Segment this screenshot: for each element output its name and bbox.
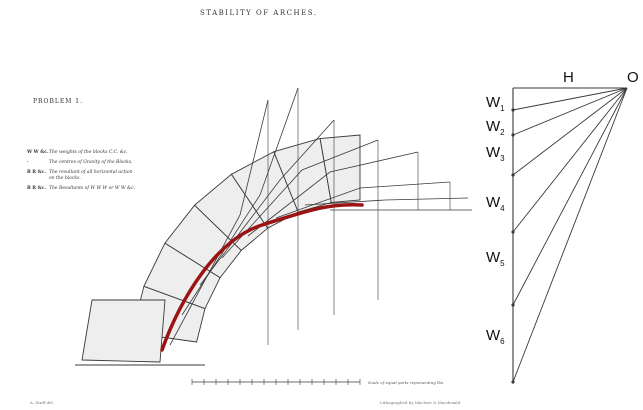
voussoir-blocks	[81, 134, 361, 363]
funicular-segment	[247, 151, 419, 237]
legend-text: The centres of Gravity of the Blocks.	[49, 160, 133, 165]
footer-credit-right: Lithographed by Maclure & Macdonald	[380, 400, 461, 405]
legend-text: The weights of the blocks C.C. &c.	[49, 150, 128, 155]
legend-key: ·	[27, 160, 29, 165]
weight-label: W4	[486, 194, 505, 213]
line-of-thrust	[160, 202, 364, 352]
weight-label: W5	[486, 249, 505, 268]
pole-label: O	[627, 69, 639, 86]
ray-line	[512, 87, 628, 383]
ray-line	[512, 87, 628, 176]
legend-key: R R &c.	[27, 170, 46, 175]
legend-row: R R &c. The Resultants of W W W or W W &…	[27, 186, 137, 192]
legend-row: · The centres of Gravity of the Blocks.	[27, 160, 137, 166]
legend: W W &c. The weights of the blocks C.C. &…	[27, 150, 137, 196]
ray-line	[512, 87, 628, 136]
load-point	[511, 380, 515, 384]
weight-label: W2	[486, 118, 505, 137]
legend-row: R R &c. The resultant of all horizontal …	[27, 170, 137, 182]
force-polygon: H O W1 W2 W3 W4 W5 W6	[486, 69, 639, 384]
weight-label: W6	[486, 327, 505, 346]
horizontal-thrust-label: H	[563, 69, 574, 86]
weight-label: W1	[486, 94, 505, 113]
scale-caption: Scale of equal parts representing lbs.	[368, 380, 445, 385]
load-point	[511, 173, 515, 177]
springer-block	[81, 299, 166, 363]
figure-title: STABILITY OF ARCHES.	[200, 9, 318, 17]
ray-line	[512, 87, 628, 306]
funicular-segment	[169, 99, 269, 346]
weight-label: W3	[486, 144, 505, 163]
load-point	[511, 108, 515, 112]
ray-line	[512, 87, 628, 111]
scale-bar	[191, 379, 361, 385]
voussoir-block	[319, 134, 361, 203]
footer-credit-left: A. Stuff del.	[30, 400, 54, 405]
funicular-segment	[199, 119, 335, 286]
funicular-segment	[275, 181, 451, 219]
load-point	[511, 133, 515, 137]
legend-text: The Resultants of W W W or W W &c.	[49, 186, 135, 191]
legend-text: The resultant of all horizontal action o…	[49, 170, 133, 181]
legend-key: R R &c.	[27, 186, 46, 191]
problem-heading: PROBLEM 1.	[33, 98, 84, 105]
load-point	[511, 230, 515, 234]
legend-key: W W &c.	[27, 150, 49, 155]
ray-line	[512, 87, 628, 233]
funicular-segment	[304, 197, 469, 206]
thrust-curve	[160, 202, 364, 352]
load-point	[511, 303, 515, 307]
legend-row: W W &c. The weights of the blocks C.C. &…	[27, 150, 137, 156]
